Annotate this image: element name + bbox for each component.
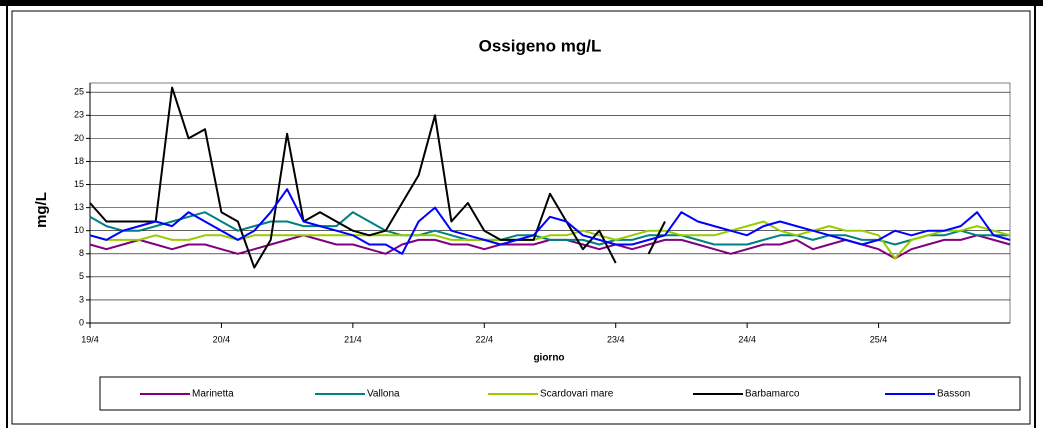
x-tick-label: 19/4	[81, 334, 99, 344]
legend-label: Basson	[937, 389, 970, 400]
y-tick-label: 15	[74, 179, 84, 189]
x-tick-label: 21/4	[344, 334, 362, 344]
legend-label: Marinetta	[192, 389, 234, 400]
frame-top	[0, 0, 1043, 6]
y-axis-title: mg/L	[33, 192, 50, 228]
chart-title: Ossigeno mg/L	[479, 36, 602, 55]
legend-label: Vallona	[367, 389, 400, 400]
x-tick-label: 23/4	[607, 334, 625, 344]
x-axis-title: giorno	[533, 353, 564, 364]
y-tick-label: 25	[74, 87, 84, 97]
plot-area	[89, 82, 1011, 324]
series-line	[89, 211, 1010, 246]
series-line	[89, 188, 1011, 255]
legend-label: Barbamarco	[745, 389, 800, 400]
legend-box	[99, 376, 1021, 411]
legend-label: Scardovari mare	[540, 389, 614, 400]
x-tick-label: 25/4	[870, 334, 888, 344]
x-tick-label: 20/4	[213, 334, 231, 344]
y-tick-label: 3	[79, 294, 84, 304]
y-tick-label: 8	[79, 248, 84, 258]
y-tick-label: 18	[74, 156, 84, 166]
x-tick-label: 24/4	[738, 334, 756, 344]
y-tick-label: 5	[79, 271, 84, 281]
y-tick-label: 23	[74, 110, 84, 120]
x-tick-label: 22/4	[476, 334, 494, 344]
y-tick-label: 13	[74, 202, 84, 212]
y-tick-label: 0	[79, 317, 84, 327]
y-tick-label: 20	[74, 133, 84, 143]
y-tick-label: 10	[74, 225, 84, 235]
